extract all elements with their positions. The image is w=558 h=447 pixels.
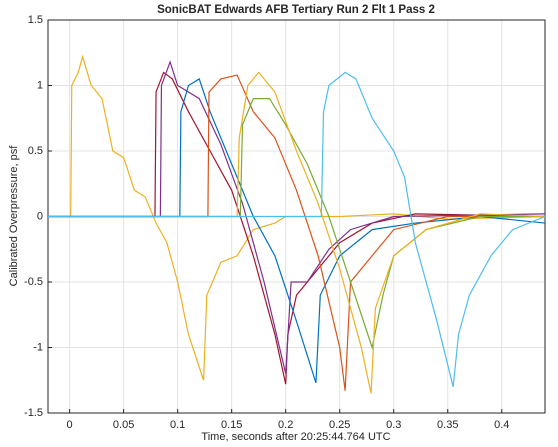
y-tick-label: -1 bbox=[33, 341, 43, 353]
data-line bbox=[48, 98, 545, 350]
x-tick-label: 0.1 bbox=[170, 419, 185, 431]
data-line bbox=[48, 71, 546, 387]
y-tick-label: -0.5 bbox=[24, 276, 43, 288]
x-axis-label: Time, seconds after 20:25:44.764 UTC bbox=[201, 431, 390, 443]
y-tick-label: 0 bbox=[37, 210, 43, 222]
data-line bbox=[48, 54, 546, 381]
y-tick-label: 1 bbox=[37, 79, 43, 91]
y-tick-label: 0.5 bbox=[28, 145, 43, 157]
chart-title: SonicBAT Edwards AFB Tertiary Run 2 Flt … bbox=[157, 4, 435, 16]
y-tick-label: -1.5 bbox=[24, 407, 43, 419]
x-tick-label: 0.05 bbox=[113, 419, 134, 431]
data-line bbox=[48, 71, 546, 385]
x-tick-label: 0.15 bbox=[221, 419, 242, 431]
data-line bbox=[48, 74, 545, 391]
x-tick-label: 0.3 bbox=[386, 419, 401, 431]
y-tick-label: 1.5 bbox=[28, 14, 43, 26]
x-tick-label: 0.35 bbox=[437, 419, 458, 431]
data-line bbox=[48, 71, 546, 394]
x-tick-label: 0 bbox=[67, 419, 73, 431]
x-tick-label: 0.4 bbox=[494, 419, 509, 431]
x-tick-label: 0.25 bbox=[329, 419, 350, 431]
data-line bbox=[48, 78, 546, 384]
y-axis-label: Calibrated Overpressure, psf bbox=[8, 145, 20, 287]
x-tick-label: 0.2 bbox=[278, 419, 293, 431]
data-line bbox=[48, 60, 546, 374]
